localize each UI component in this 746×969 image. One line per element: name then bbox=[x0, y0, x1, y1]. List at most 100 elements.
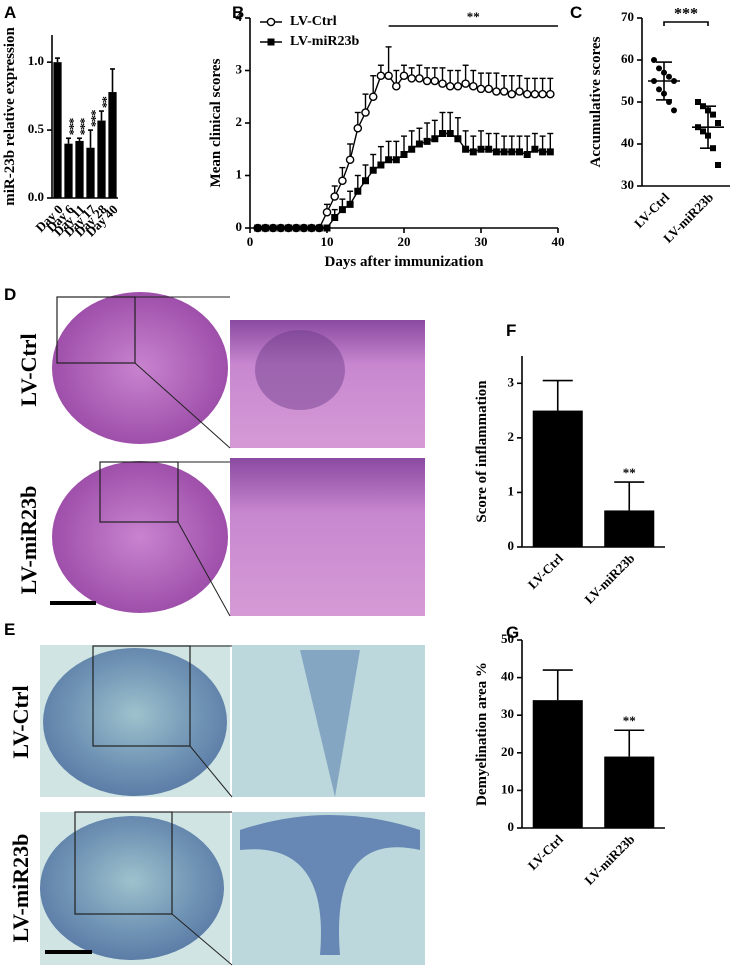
point bbox=[346, 200, 354, 208]
point bbox=[338, 176, 347, 186]
annotation: ** bbox=[467, 9, 480, 24]
y-tick-label: 3 bbox=[236, 61, 243, 76]
legend-label: LV-Ctrl bbox=[290, 14, 337, 29]
point bbox=[285, 224, 292, 232]
point bbox=[651, 57, 657, 63]
y-tick-label: 50 bbox=[501, 631, 514, 646]
point bbox=[407, 74, 417, 83]
point bbox=[530, 89, 540, 99]
he-zoom bbox=[230, 320, 425, 448]
y-tick-label: 20 bbox=[501, 744, 514, 759]
point bbox=[477, 145, 485, 153]
point bbox=[415, 74, 424, 83]
y-axis-label: miR-23b relative expression bbox=[2, 27, 18, 206]
y-tick-label: 0.0 bbox=[28, 189, 44, 204]
point bbox=[484, 84, 494, 94]
y-tick-label: 1 bbox=[508, 483, 515, 498]
point bbox=[261, 224, 269, 232]
point bbox=[430, 76, 440, 86]
panel-label: F bbox=[506, 321, 516, 340]
y-tick-label: 0 bbox=[236, 219, 243, 234]
point bbox=[515, 87, 524, 96]
significance: *** bbox=[63, 118, 78, 135]
zoom-box bbox=[99, 461, 179, 523]
x-tick-label: LV-miR23b bbox=[581, 832, 637, 888]
point bbox=[368, 92, 378, 102]
y-tick-label: 0 bbox=[508, 538, 515, 553]
point bbox=[671, 107, 677, 114]
point bbox=[485, 145, 493, 153]
annotation: *** bbox=[674, 6, 698, 23]
point bbox=[715, 162, 721, 168]
bar bbox=[532, 410, 583, 547]
lfb-section bbox=[40, 816, 224, 960]
panel-label: E bbox=[4, 620, 15, 639]
point bbox=[469, 148, 477, 156]
point bbox=[362, 177, 369, 185]
point bbox=[292, 224, 300, 232]
point bbox=[507, 89, 517, 99]
y-tick-label: 3 bbox=[508, 374, 515, 389]
x-tick-label: LV-miR23b bbox=[581, 551, 637, 607]
x-tick-label: 10 bbox=[321, 234, 334, 249]
legend-marker bbox=[267, 38, 275, 46]
point bbox=[391, 81, 401, 91]
x-tick-label: 40 bbox=[552, 234, 565, 249]
point bbox=[399, 71, 409, 81]
y-tick-label: 2 bbox=[508, 429, 515, 444]
point bbox=[384, 71, 393, 81]
point bbox=[499, 87, 509, 96]
point bbox=[516, 148, 523, 156]
point bbox=[376, 71, 386, 81]
point bbox=[715, 120, 721, 126]
x-axis-label: Days after immunization bbox=[325, 254, 485, 270]
significance: ** bbox=[623, 713, 636, 728]
point bbox=[277, 224, 285, 232]
bar bbox=[75, 140, 84, 198]
bar bbox=[532, 700, 583, 828]
y-tick-label: 0 bbox=[508, 819, 515, 834]
zoom-line bbox=[177, 521, 231, 617]
y-tick-label: 4 bbox=[236, 9, 243, 24]
point bbox=[423, 137, 431, 145]
point bbox=[539, 148, 547, 156]
point bbox=[354, 187, 362, 195]
point bbox=[508, 148, 516, 156]
point bbox=[331, 214, 339, 221]
point bbox=[445, 81, 455, 91]
point bbox=[353, 123, 363, 133]
zoom-box bbox=[56, 296, 136, 364]
y-axis-label: Demyelination area % bbox=[474, 662, 490, 806]
point bbox=[308, 224, 316, 232]
y-tick-label: 0.5 bbox=[28, 121, 45, 136]
y-tick-label: 10 bbox=[501, 781, 514, 796]
point bbox=[523, 151, 531, 158]
bar bbox=[97, 120, 106, 198]
y-tick-label: 30 bbox=[621, 177, 634, 192]
panel-label: G bbox=[506, 623, 519, 642]
y-axis-label: Score of inflammation bbox=[474, 380, 490, 523]
point bbox=[392, 156, 400, 164]
point bbox=[454, 135, 462, 143]
point bbox=[408, 145, 416, 153]
point bbox=[492, 87, 501, 96]
row-label: LV-miR23b bbox=[8, 834, 33, 943]
row-label: LV-Ctrl bbox=[8, 685, 33, 758]
x-tick-label: 20 bbox=[398, 234, 411, 249]
point bbox=[269, 224, 277, 232]
point bbox=[710, 111, 716, 118]
point bbox=[254, 224, 262, 232]
point bbox=[369, 166, 377, 174]
zoom-box bbox=[92, 645, 191, 747]
y-axis-label: Accumulative scores bbox=[588, 36, 604, 167]
point bbox=[422, 76, 432, 86]
point bbox=[345, 155, 355, 165]
point bbox=[461, 79, 470, 88]
point bbox=[666, 73, 672, 80]
significance: *** bbox=[85, 110, 100, 127]
zoom-line bbox=[171, 913, 233, 966]
y-tick-label: 1.0 bbox=[28, 53, 44, 68]
point bbox=[656, 86, 662, 93]
legend-label: LV-miR23b bbox=[290, 34, 359, 49]
